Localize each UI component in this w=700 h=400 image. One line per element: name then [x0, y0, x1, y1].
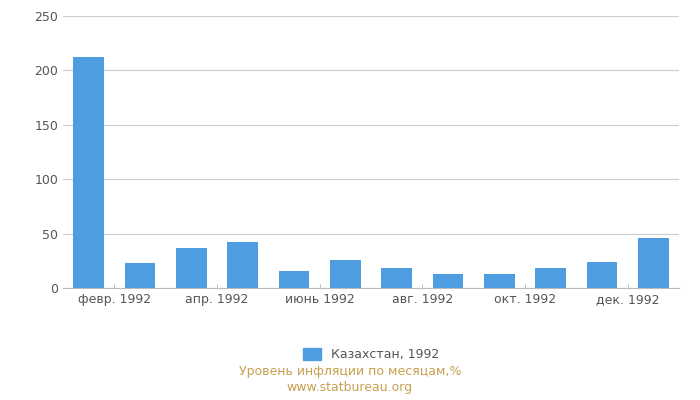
- Bar: [536, 268, 566, 288]
- Bar: [587, 262, 617, 288]
- Bar: [279, 270, 309, 288]
- Bar: [484, 274, 514, 288]
- Bar: [125, 263, 155, 288]
- Bar: [176, 248, 206, 288]
- Text: www.statbureau.org: www.statbureau.org: [287, 382, 413, 394]
- Bar: [74, 57, 104, 288]
- Bar: [228, 242, 258, 288]
- Bar: [382, 268, 412, 288]
- Bar: [330, 260, 360, 288]
- Text: Уровень инфляции по месяцам,%: Уровень инфляции по месяцам,%: [239, 366, 461, 378]
- Bar: [638, 238, 668, 288]
- Legend: Казахстан, 1992: Казахстан, 1992: [298, 343, 444, 366]
- Bar: [433, 274, 463, 288]
